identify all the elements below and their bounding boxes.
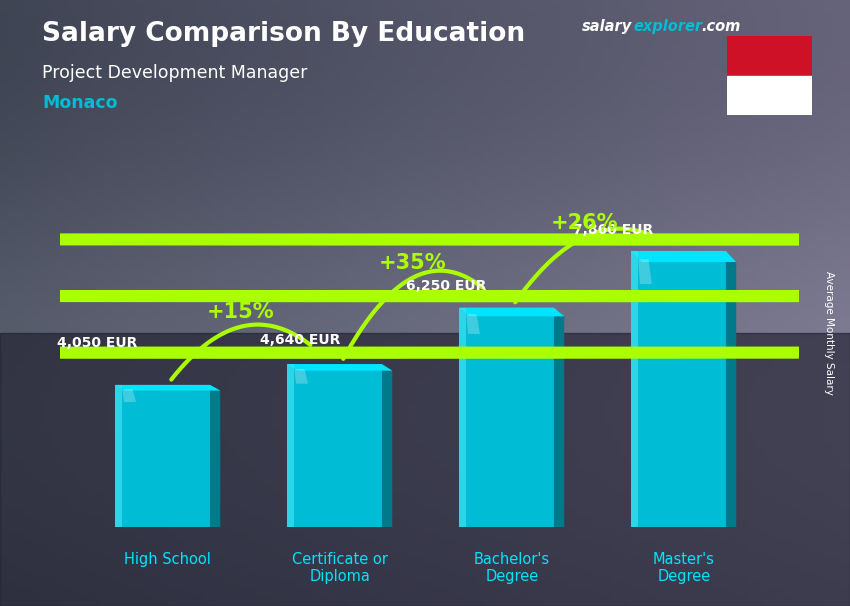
Text: Monaco: Monaco: [42, 94, 118, 112]
Text: Salary Comparison By Education: Salary Comparison By Education: [42, 21, 525, 47]
Polygon shape: [459, 307, 564, 316]
Text: Project Development Manager: Project Development Manager: [42, 64, 308, 82]
Polygon shape: [632, 251, 638, 527]
Text: Certificate or
Diploma: Certificate or Diploma: [292, 552, 388, 584]
Polygon shape: [554, 307, 564, 527]
Text: Average Monthly Salary: Average Monthly Salary: [824, 271, 834, 395]
Text: Bachelor's
Degree: Bachelor's Degree: [473, 552, 550, 584]
Polygon shape: [116, 385, 210, 527]
Polygon shape: [632, 251, 736, 262]
Polygon shape: [294, 369, 308, 384]
Text: High School: High School: [124, 552, 212, 567]
Polygon shape: [459, 307, 554, 527]
Polygon shape: [459, 307, 466, 527]
Polygon shape: [116, 385, 220, 390]
Bar: [727, 36, 812, 76]
Polygon shape: [0, 233, 850, 245]
Polygon shape: [122, 389, 136, 402]
Text: +26%: +26%: [551, 213, 619, 233]
Text: Master's
Degree: Master's Degree: [653, 552, 715, 584]
Text: 6,250 EUR: 6,250 EUR: [406, 279, 487, 293]
Text: explorer: explorer: [633, 19, 702, 35]
Text: salary: salary: [582, 19, 632, 35]
Polygon shape: [632, 251, 726, 527]
Polygon shape: [382, 364, 392, 527]
Polygon shape: [287, 364, 392, 371]
Polygon shape: [287, 364, 294, 527]
Polygon shape: [287, 364, 382, 527]
Text: .com: .com: [701, 19, 740, 35]
Text: +35%: +35%: [379, 253, 447, 273]
Polygon shape: [638, 259, 652, 284]
Text: 4,640 EUR: 4,640 EUR: [260, 333, 341, 347]
Polygon shape: [466, 314, 480, 334]
Bar: [727, 76, 812, 115]
Text: +15%: +15%: [207, 302, 275, 322]
Text: 7,860 EUR: 7,860 EUR: [573, 223, 654, 237]
Polygon shape: [0, 347, 850, 359]
Text: 4,050 EUR: 4,050 EUR: [57, 336, 138, 350]
Polygon shape: [210, 385, 220, 527]
Polygon shape: [116, 385, 122, 527]
Polygon shape: [726, 251, 736, 527]
Bar: [0, 333, 850, 606]
Polygon shape: [0, 290, 850, 302]
